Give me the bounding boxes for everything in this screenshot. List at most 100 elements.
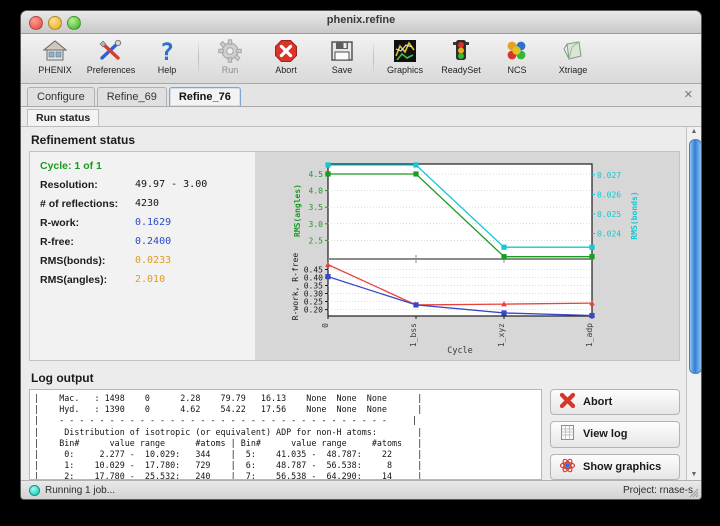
button-label: Show graphics xyxy=(583,460,662,473)
scroll-up-arrow[interactable]: ▲ xyxy=(690,128,698,135)
color-spheres-icon xyxy=(504,38,530,64)
scroll-down-arrow[interactable]: ▼ xyxy=(690,471,698,478)
svg-text:0.026: 0.026 xyxy=(597,190,621,199)
toolbar-button-help[interactable]: ? Help xyxy=(139,36,195,75)
stat-value: 2.010 xyxy=(135,274,166,285)
log-action-buttons: Abort xyxy=(542,389,680,480)
toolbar-separator xyxy=(198,40,199,77)
vertical-scrollbar[interactable]: ▲ ▼ xyxy=(686,127,701,480)
button-label: View log xyxy=(583,428,628,441)
stat-row-rfree: R-free: 0.2400 xyxy=(40,236,255,248)
toolbar-label: ReadySet xyxy=(441,65,481,75)
svg-text:?: ? xyxy=(160,38,174,64)
refinement-plot-container[interactable]: 2.5 3.0 3.5 4.0 4.5 0.024 0.025 0.026 0.027 0.20 0… xyxy=(255,152,679,360)
floppy-disk-icon xyxy=(329,38,355,64)
stat-key: RMS(bonds): xyxy=(40,255,106,267)
window-controls[interactable] xyxy=(29,16,81,30)
project-label: Project: rnase-s xyxy=(622,484,693,496)
data-point xyxy=(588,300,595,306)
stat-value: 0.1629 xyxy=(135,217,172,228)
resize-grip-icon[interactable] xyxy=(687,486,699,498)
scrollbar-thumb[interactable] xyxy=(688,139,701,375)
close-tab-icon[interactable]: ✕ xyxy=(683,89,693,101)
toolbar-button-readyset[interactable]: ReadySet xyxy=(433,36,489,75)
tab-refine-69[interactable]: Refine_69 xyxy=(96,87,167,106)
series-rmsangles xyxy=(327,173,592,258)
refinement-status-panel: Cycle: 1 of 1 Resolution: 49.97 - 3.00 #… xyxy=(29,151,680,361)
x-axis-label: Cycle xyxy=(447,346,473,356)
refinement-status-heading: Refinement status xyxy=(31,133,136,147)
data-point xyxy=(324,274,331,280)
main-toolbar: PHENIX Preferences ? Help xyxy=(21,34,701,84)
stat-value: 4230 xyxy=(135,198,160,209)
y-axis-label-lower: R-work, R-free xyxy=(291,253,300,321)
toolbar-button-graphics[interactable]: Graphics xyxy=(377,36,433,75)
series-rmsbonds xyxy=(327,164,592,248)
svg-text:0.30: 0.30 xyxy=(303,290,322,299)
log-output-box[interactable]: | Mac. : 1498 0 2.28 79.79 16.13 None No… xyxy=(29,389,542,480)
toolbar-button-abort[interactable]: Abort xyxy=(258,36,314,75)
view-log-button[interactable]: View log xyxy=(550,421,680,448)
toolbar-button-ncs[interactable]: NCS xyxy=(489,36,545,75)
toolbar-button-xtriage[interactable]: Xtriage xyxy=(545,36,601,75)
window-title: phenix.refine xyxy=(326,14,396,26)
svg-text:1_xyz: 1_xyz xyxy=(497,323,506,347)
svg-text:0: 0 xyxy=(321,323,330,328)
subtab-run-status[interactable]: Run status xyxy=(27,109,100,126)
title-bar[interactable]: phenix.refine xyxy=(21,11,701,34)
tab-configure[interactable]: Configure xyxy=(27,87,95,106)
molecule-graphics-icon xyxy=(392,38,418,64)
stat-key: # of reflections: xyxy=(40,198,119,210)
stat-key: Resolution: xyxy=(40,179,98,191)
svg-text:1_adp: 1_adp xyxy=(585,323,594,347)
svg-text:0.40: 0.40 xyxy=(303,273,322,282)
toolbar-label: Graphics xyxy=(386,65,423,75)
stat-value: 49.97 - 3.00 xyxy=(135,179,208,190)
abort-button[interactable]: Abort xyxy=(550,389,680,416)
content-inner: Refinement status Cycle: 1 of 1 Resoluti… xyxy=(21,127,686,480)
log-output-row: | Mac. : 1498 0 2.28 79.79 16.13 None No… xyxy=(29,389,680,480)
toolbar-label: Preferences xyxy=(86,65,136,75)
refinement-statistics-chart[interactable]: 2.53.03.54.04.50.0240.0250.0260.0270.200… xyxy=(284,156,650,356)
toolbar-label: Help xyxy=(157,65,177,75)
show-graphics-button[interactable]: Show graphics xyxy=(550,453,680,480)
data-point xyxy=(588,312,595,319)
toolbar-label: Xtriage xyxy=(558,65,588,75)
stat-row-rwork: R-work: 0.1629 xyxy=(40,217,255,229)
data-point xyxy=(412,302,419,308)
cycle-label: Cycle: 1 of 1 xyxy=(40,160,102,172)
svg-text:0.35: 0.35 xyxy=(303,281,322,290)
tools-icon xyxy=(98,38,124,64)
y-axis-label-right: RMS(bonds) xyxy=(630,191,639,239)
data-point xyxy=(500,310,507,316)
toolbar-button-run[interactable]: Run xyxy=(202,36,258,75)
stat-row-resolution: Resolution: 49.97 - 3.00 xyxy=(40,179,255,191)
crystal-icon xyxy=(560,38,586,64)
tab-refine-76[interactable]: Refine_76 xyxy=(168,87,241,106)
data-point xyxy=(500,254,507,260)
toolbar-button-preferences[interactable]: Preferences xyxy=(83,36,139,75)
toolbar-button-save[interactable]: Save xyxy=(314,36,370,75)
log-output-section: Log output | Mac. : 1498 0 2.28 79.79 16… xyxy=(29,369,686,480)
scrollbar-track[interactable] xyxy=(688,137,701,470)
minimize-window-button[interactable] xyxy=(48,16,62,30)
log-output-heading: Log output xyxy=(31,371,94,385)
main-tab-bar: Configure Refine_69 Refine_76 ✕ xyxy=(21,84,701,107)
stat-key: R-free: xyxy=(40,236,74,248)
svg-text:0.024: 0.024 xyxy=(597,230,621,239)
toolbar-label: NCS xyxy=(507,65,527,75)
toolbar-button-phenix[interactable]: PHENIX xyxy=(27,36,83,75)
button-label: Abort xyxy=(583,396,613,409)
svg-text:3.0: 3.0 xyxy=(308,220,323,229)
running-indicator-icon xyxy=(29,484,40,496)
close-window-button[interactable] xyxy=(29,16,43,30)
stat-row-reflections: # of reflections: 4230 xyxy=(40,198,255,210)
svg-text:4.5: 4.5 xyxy=(308,170,323,179)
svg-text:0.45: 0.45 xyxy=(303,265,322,274)
svg-text:4.0: 4.0 xyxy=(308,187,323,196)
toolbar-separator xyxy=(373,40,374,77)
job-status: Running 1 job... xyxy=(29,484,115,496)
sub-tab-bar: Run status xyxy=(21,107,701,127)
refinement-stats-list: Cycle: 1 of 1 Resolution: 49.97 - 3.00 #… xyxy=(30,152,255,360)
zoom-window-button[interactable] xyxy=(67,16,81,30)
